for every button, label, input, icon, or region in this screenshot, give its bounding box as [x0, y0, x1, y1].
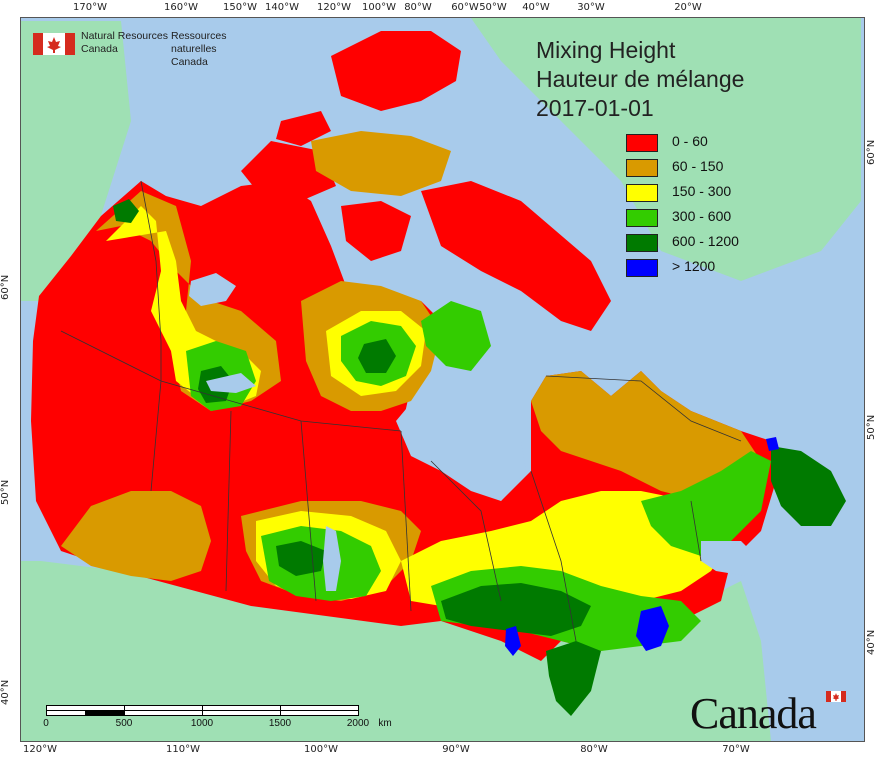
arctic-island-5 — [341, 201, 411, 261]
zone-600-1200-north — [358, 339, 396, 373]
scale-label: 1000 — [190, 718, 214, 729]
wordmark-flag-icon — [826, 691, 846, 702]
map-frame — [20, 17, 865, 742]
scale-label: 1500 — [268, 718, 292, 729]
zone-300-600-quebec-east — [641, 451, 771, 556]
arctic-island-1 — [331, 31, 461, 111]
graticule-label: 100°W — [304, 744, 338, 755]
great-bear-lake — [189, 273, 236, 306]
graticule-label: 60°N — [866, 139, 877, 165]
foreign-land-alaska — [21, 21, 131, 301]
zone-over-1200-superior — [505, 626, 521, 656]
legend-label: > 1200 — [672, 258, 716, 274]
scale-unit: km — [378, 718, 392, 729]
zone-300-600-ne-coast — [421, 301, 491, 371]
scale-label: 500 — [115, 718, 133, 729]
arctic-island-6 — [276, 111, 331, 146]
provincial-boundaries — [60, 180, 742, 642]
gulf-st-lawrence — [701, 541, 761, 576]
zone-600-1200-southern-ontario — [546, 641, 601, 716]
arctic-island-2 — [241, 141, 336, 201]
zone-600-1200-ontario — [441, 583, 591, 636]
legend-swatch — [626, 209, 658, 227]
legend-swatch — [626, 184, 658, 202]
zone-over-1200-labrador — [766, 437, 779, 451]
graticule-label: 50°N — [866, 414, 877, 440]
legend-label: 0 - 60 — [672, 133, 708, 149]
agency-name-fr: Ressources naturelles Canada — [171, 30, 227, 68]
legend-label: 600 - 1200 — [672, 233, 739, 249]
graticule-label: 60°W — [451, 2, 479, 13]
zone-600-1200-yukon — [113, 199, 139, 223]
graticule-label: 170°W — [73, 2, 107, 13]
graticule-label: 120°W — [23, 744, 57, 755]
graticule-label: 30°W — [577, 2, 605, 13]
arctic-island-4 — [421, 181, 611, 331]
arctic-island-3 — [311, 131, 451, 196]
canada-flag-icon — [33, 33, 75, 55]
graticule-label: 40°N — [0, 679, 11, 705]
legend-swatch — [626, 234, 658, 252]
lake-winnipeg — [323, 526, 341, 591]
legend-label: 60 - 150 — [672, 158, 724, 174]
legend-swatch — [626, 259, 658, 277]
graticule-label: 40°W — [522, 2, 550, 13]
legend-label: 300 - 600 — [672, 208, 732, 224]
graticule-label: 80°W — [404, 2, 432, 13]
graticule-label: 20°W — [674, 2, 702, 13]
graticule-label: 80°W — [580, 744, 608, 755]
title-en: Mixing Height — [536, 37, 676, 63]
title-fr: Hauteur de mélange — [536, 66, 745, 92]
agency-name-en: Natural Resources Canada — [81, 30, 168, 55]
hudson-bay — [396, 361, 526, 501]
legend-swatch — [626, 159, 658, 177]
legend-label: 150 - 300 — [672, 183, 732, 199]
graticule-label: 150°W — [223, 2, 257, 13]
graticule-label: 60°N — [0, 274, 11, 300]
zone-600-1200-newfoundland — [771, 446, 846, 526]
map-canvas — [21, 18, 861, 741]
great-slave-lake — [206, 373, 256, 393]
graticule-label: 140°W — [265, 2, 299, 13]
zone-over-1200-quebec — [636, 606, 669, 651]
graticule-label: 50°N — [0, 479, 11, 505]
graticule-label: 110°W — [166, 744, 200, 755]
graticule-label: 160°W — [164, 2, 198, 13]
title-date: 2017-01-01 — [536, 95, 654, 121]
legend-swatch — [626, 134, 658, 152]
scale-bar — [46, 705, 360, 717]
zone-60-150-bc — [61, 491, 211, 581]
zone-60-150-quebec — [531, 371, 761, 501]
graticule-label: 70°W — [722, 744, 750, 755]
foreign-land-greenland — [471, 18, 861, 281]
canada-wordmark: Canada — [690, 689, 817, 738]
scale-label: 0 — [43, 718, 49, 729]
scale-label: 2000 — [346, 718, 370, 729]
graticule-label: 120°W — [317, 2, 351, 13]
graticule-label: 100°W — [362, 2, 396, 13]
graticule-label: 40°N — [866, 629, 877, 655]
graticule-label: 50°W — [479, 2, 507, 13]
graticule-label: 90°W — [442, 744, 470, 755]
map-title: Mixing Height Hauteur de mélange 2017-01… — [536, 36, 744, 123]
